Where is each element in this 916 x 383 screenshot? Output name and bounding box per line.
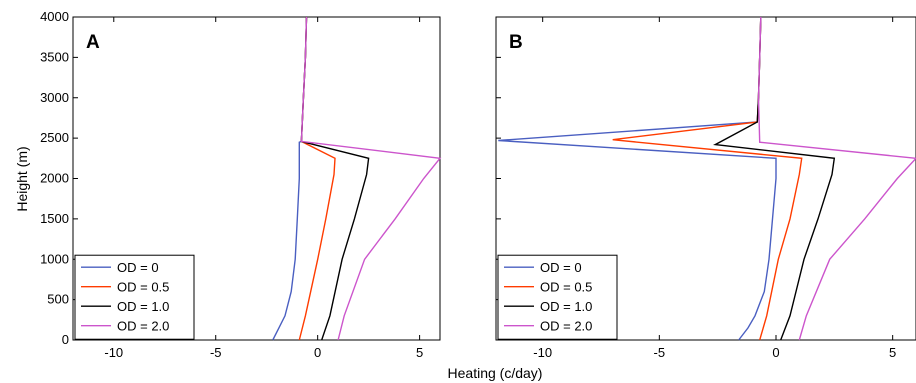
x-tick-label: -5 [210,345,222,360]
x-axis-title: Heating (c/day) [448,365,543,381]
x-tick-label: -10 [533,345,552,360]
legend-label: OD = 0 [540,260,582,275]
panel-label: B [509,32,523,53]
y-axis-title: Height (m) [14,146,30,211]
series-line [300,16,442,341]
panel-label: A [86,32,100,53]
panel-b: -10 -5 0 5 B OD = 0 OD = 0.5 OD = 1.0 OD = 2.0 [495,16,916,360]
series-line [612,16,803,341]
y-tick-label: 2000 [40,171,69,186]
x-tick-label: 0 [314,345,321,360]
legend-label: OD = 2.0 [117,319,169,334]
series-line [272,16,308,341]
legend-label: OD = 1.0 [540,299,592,314]
series-line [757,16,916,341]
x-tick-label: -5 [654,345,666,360]
y-tick-label: 0 [62,332,69,347]
legend: OD = 0 OD = 0.5 OD = 1.0 OD = 2.0 [74,254,195,340]
x-tick-label: 5 [416,345,423,360]
y-tick-label: 500 [47,292,69,307]
y-tick-label: 1000 [40,251,69,266]
legend: OD = 0 OD = 0.5 OD = 1.0 OD = 2.0 [497,254,618,340]
series-line [300,16,370,341]
legend-label: OD = 0 [117,260,159,275]
panel-a: -10 -5 0 5 0 500 1000 1500 2000 2500 3000 3500 4000 A… [40,9,442,360]
y-tick-label: 2500 [40,130,69,145]
x-tick-label: 0 [772,345,779,360]
y-tick-label: 1500 [40,211,69,226]
x-tick-label: -10 [104,345,123,360]
y-tick-label: 4000 [40,9,69,24]
legend-label: OD = 0.5 [117,280,169,295]
legend-label: OD = 2.0 [540,319,592,334]
y-tick-label: 3500 [40,49,69,64]
legend-label: OD = 1.0 [117,299,169,314]
y-tick-label: 3000 [40,90,69,105]
legend-label: OD = 0.5 [540,280,592,295]
x-tick-label: 5 [889,345,896,360]
